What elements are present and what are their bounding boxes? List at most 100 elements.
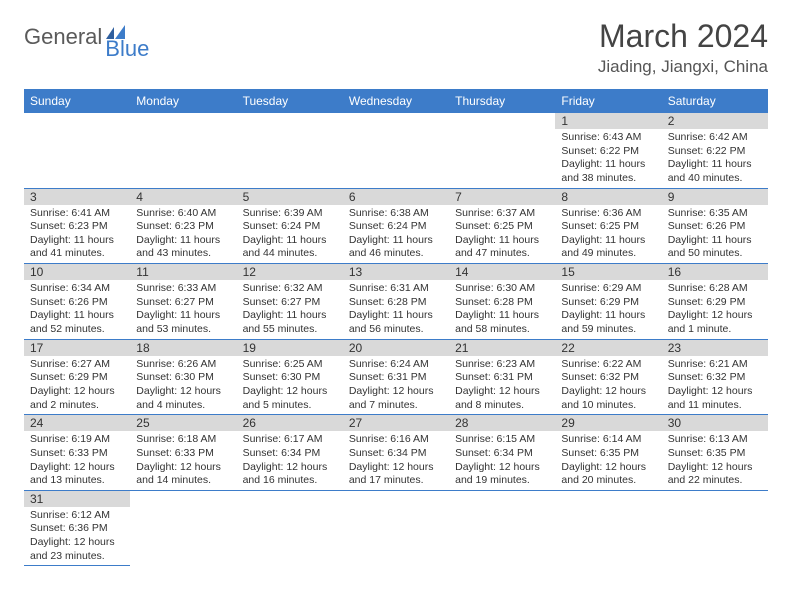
sunrise-text: Sunrise: 6:33 AM [136,282,230,296]
day-number: 24 [24,415,130,431]
day-number: 22 [555,340,661,356]
daylight-text: Daylight: 12 hours and 5 minutes. [243,385,337,412]
sunrise-text: Sunrise: 6:14 AM [561,433,655,447]
daylight-text: Daylight: 11 hours and 44 minutes. [243,234,337,261]
sunset-text: Sunset: 6:30 PM [243,371,337,385]
sunset-text: Sunset: 6:36 PM [30,522,124,536]
sunrise-text: Sunrise: 6:31 AM [349,282,443,296]
calendar-cell: 23Sunrise: 6:21 AMSunset: 6:32 PMDayligh… [662,339,768,415]
sunrise-text: Sunrise: 6:15 AM [455,433,549,447]
sunrise-text: Sunrise: 6:16 AM [349,433,443,447]
day-details: Sunrise: 6:23 AMSunset: 6:31 PMDaylight:… [449,356,555,415]
calendar-cell: 24Sunrise: 6:19 AMSunset: 6:33 PMDayligh… [24,415,130,491]
weekday-header: Friday [555,89,661,113]
daylight-text: Daylight: 11 hours and 55 minutes. [243,309,337,336]
sunset-text: Sunset: 6:35 PM [668,447,762,461]
calendar-cell: 22Sunrise: 6:22 AMSunset: 6:32 PMDayligh… [555,339,661,415]
day-details: Sunrise: 6:26 AMSunset: 6:30 PMDaylight:… [130,356,236,415]
weekday-header: Thursday [449,89,555,113]
daylight-text: Daylight: 11 hours and 53 minutes. [136,309,230,336]
day-details: Sunrise: 6:40 AMSunset: 6:23 PMDaylight:… [130,205,236,264]
weekday-header: Sunday [24,89,130,113]
sunrise-text: Sunrise: 6:36 AM [561,207,655,221]
calendar-cell: 2Sunrise: 6:42 AMSunset: 6:22 PMDaylight… [662,113,768,188]
daylight-text: Daylight: 11 hours and 58 minutes. [455,309,549,336]
day-details: Sunrise: 6:29 AMSunset: 6:29 PMDaylight:… [555,280,661,339]
title-block: March 2024 Jiading, Jiangxi, China [598,18,768,77]
sunset-text: Sunset: 6:28 PM [349,296,443,310]
sunrise-text: Sunrise: 6:27 AM [30,358,124,372]
day-number: 13 [343,264,449,280]
daylight-text: Daylight: 11 hours and 38 minutes. [561,158,655,185]
sunrise-text: Sunrise: 6:23 AM [455,358,549,372]
day-details: Sunrise: 6:13 AMSunset: 6:35 PMDaylight:… [662,431,768,490]
daylight-text: Daylight: 12 hours and 4 minutes. [136,385,230,412]
calendar-row: 3Sunrise: 6:41 AMSunset: 6:23 PMDaylight… [24,188,768,264]
daylight-text: Daylight: 11 hours and 50 minutes. [668,234,762,261]
calendar-cell: 9Sunrise: 6:35 AMSunset: 6:26 PMDaylight… [662,188,768,264]
sunset-text: Sunset: 6:29 PM [30,371,124,385]
daylight-text: Daylight: 12 hours and 8 minutes. [455,385,549,412]
day-details: Sunrise: 6:25 AMSunset: 6:30 PMDaylight:… [237,356,343,415]
daylight-text: Daylight: 11 hours and 52 minutes. [30,309,124,336]
sunrise-text: Sunrise: 6:35 AM [668,207,762,221]
sunset-text: Sunset: 6:30 PM [136,371,230,385]
day-number: 4 [130,189,236,205]
sunset-text: Sunset: 6:33 PM [30,447,124,461]
sunset-text: Sunset: 6:35 PM [561,447,655,461]
sunrise-text: Sunrise: 6:43 AM [561,131,655,145]
sunrise-text: Sunrise: 6:19 AM [30,433,124,447]
calendar-cell: 1Sunrise: 6:43 AMSunset: 6:22 PMDaylight… [555,113,661,188]
sunset-text: Sunset: 6:26 PM [668,220,762,234]
weekday-header: Tuesday [237,89,343,113]
day-number: 23 [662,340,768,356]
day-details: Sunrise: 6:22 AMSunset: 6:32 PMDaylight:… [555,356,661,415]
day-number: 15 [555,264,661,280]
day-number: 17 [24,340,130,356]
sunset-text: Sunset: 6:27 PM [136,296,230,310]
calendar-cell [130,113,236,188]
calendar-cell [237,490,343,566]
calendar-cell: 13Sunrise: 6:31 AMSunset: 6:28 PMDayligh… [343,264,449,340]
sunset-text: Sunset: 6:32 PM [668,371,762,385]
calendar-cell: 29Sunrise: 6:14 AMSunset: 6:35 PMDayligh… [555,415,661,491]
sunrise-text: Sunrise: 6:42 AM [668,131,762,145]
calendar-cell [449,113,555,188]
day-number: 26 [237,415,343,431]
day-number: 11 [130,264,236,280]
location: Jiading, Jiangxi, China [598,57,768,77]
calendar-cell: 7Sunrise: 6:37 AMSunset: 6:25 PMDaylight… [449,188,555,264]
day-number: 7 [449,189,555,205]
sunset-text: Sunset: 6:32 PM [561,371,655,385]
day-number: 19 [237,340,343,356]
sunset-text: Sunset: 6:23 PM [30,220,124,234]
calendar-cell: 19Sunrise: 6:25 AMSunset: 6:30 PMDayligh… [237,339,343,415]
calendar-cell: 6Sunrise: 6:38 AMSunset: 6:24 PMDaylight… [343,188,449,264]
sunrise-text: Sunrise: 6:40 AM [136,207,230,221]
calendar-cell: 11 Sunrise: 6:33 AMSunset: 6:27 PMDayligh… [130,264,236,340]
day-details: Sunrise: 6:32 AMSunset: 6:27 PMDaylight:… [237,280,343,339]
day-details: Sunrise: 6:21 AMSunset: 6:32 PMDaylight:… [662,356,768,415]
weekday-header-row: Sunday Monday Tuesday Wednesday Thursday… [24,89,768,113]
daylight-text: Daylight: 11 hours and 41 minutes. [30,234,124,261]
daylight-text: Daylight: 12 hours and 16 minutes. [243,461,337,488]
day-details: Sunrise: 6:36 AMSunset: 6:25 PMDaylight:… [555,205,661,264]
daylight-text: Daylight: 12 hours and 1 minute. [668,309,762,336]
day-details: Sunrise: 6:27 AMSunset: 6:29 PMDaylight:… [24,356,130,415]
calendar-cell [343,490,449,566]
day-number: 30 [662,415,768,431]
sunrise-text: Sunrise: 6:26 AM [136,358,230,372]
calendar-cell: 10Sunrise: 6:34 AMSunset: 6:26 PMDayligh… [24,264,130,340]
calendar-cell [343,113,449,188]
sunrise-text: Sunrise: 6:39 AM [243,207,337,221]
calendar-row: 1Sunrise: 6:43 AMSunset: 6:22 PMDaylight… [24,113,768,188]
day-number: 3 [24,189,130,205]
sunset-text: Sunset: 6:28 PM [455,296,549,310]
sunset-text: Sunset: 6:29 PM [561,296,655,310]
day-number: 8 [555,189,661,205]
daylight-text: Daylight: 11 hours and 46 minutes. [349,234,443,261]
calendar-cell: 3Sunrise: 6:41 AMSunset: 6:23 PMDaylight… [24,188,130,264]
calendar-cell: 21Sunrise: 6:23 AMSunset: 6:31 PMDayligh… [449,339,555,415]
day-number: 18 [130,340,236,356]
sunset-text: Sunset: 6:29 PM [668,296,762,310]
